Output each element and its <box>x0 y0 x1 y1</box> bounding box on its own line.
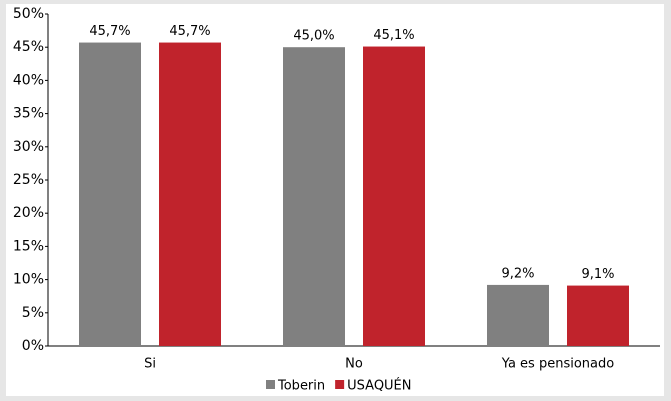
x-tick-label: Ya es pensionado <box>501 357 614 372</box>
y-tick-label: 50% <box>13 6 44 22</box>
y-tick-label: 30% <box>13 139 44 155</box>
x-tick-label: Si <box>144 357 156 372</box>
bar <box>487 284 549 346</box>
y-tick-label: 10% <box>13 272 44 288</box>
data-label: 45,1% <box>373 28 414 43</box>
bar <box>283 47 345 346</box>
legend-label: Toberin <box>277 379 325 394</box>
y-tick-label: 45% <box>13 39 44 55</box>
bar <box>79 42 141 346</box>
data-label: 45,0% <box>293 29 334 44</box>
y-tick-label: 40% <box>13 72 44 88</box>
bar <box>567 285 629 346</box>
legend-swatch <box>266 380 275 389</box>
x-tick-label: No <box>345 357 363 372</box>
y-tick-label: 25% <box>13 172 44 188</box>
legend-swatch <box>335 380 345 389</box>
legend-label: USAQUÉN <box>347 378 411 394</box>
data-label: 45,7% <box>89 24 130 39</box>
y-tick-label: 35% <box>13 106 44 122</box>
bar <box>159 42 221 346</box>
y-tick-label: 20% <box>13 205 44 221</box>
data-label: 9,1% <box>581 267 614 282</box>
bar <box>363 46 425 346</box>
data-label: 9,2% <box>501 266 534 281</box>
y-tick-label: 0% <box>22 338 44 354</box>
y-tick-label: 5% <box>22 305 44 321</box>
y-tick-label: 15% <box>13 238 44 254</box>
data-label: 45,7% <box>169 24 210 39</box>
